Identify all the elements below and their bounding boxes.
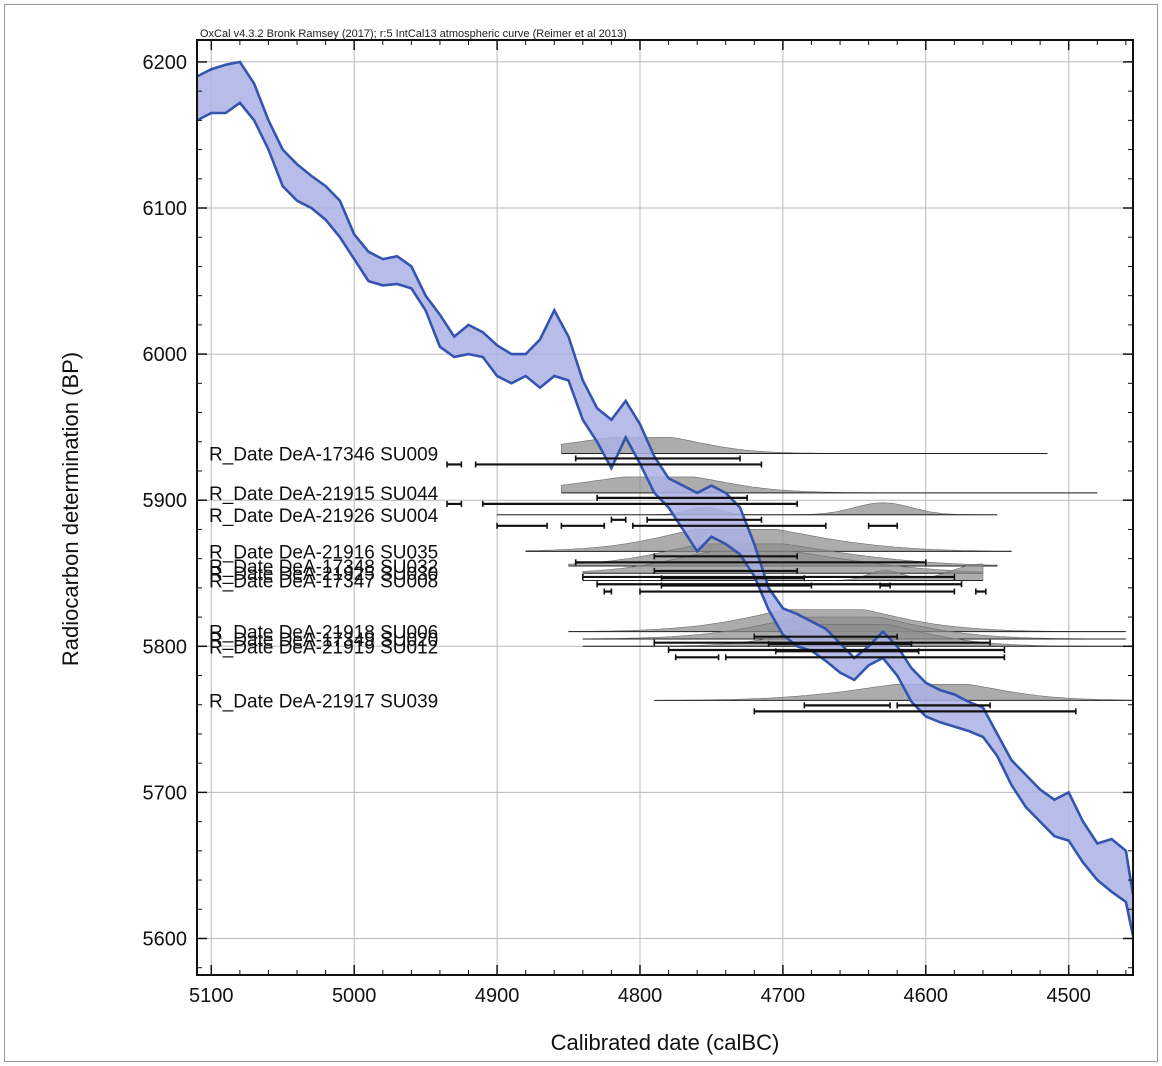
y-tick-label: 6100 [143,198,188,220]
y-tick-label: 6200 [143,52,188,74]
calibration-upper-line [196,60,1135,895]
sample-label: R_Date DeA-17348 SU032 [209,557,438,578]
y-axis-title: Radiocarbon determination (BP) [58,352,83,666]
density-shape [525,529,1012,552]
range-layer [446,455,1077,715]
sample-label: R_Date DeA-21918 SU006 [209,623,438,644]
calibration-lower-line [196,101,1135,936]
sample-label: R_Date DeA-21925 SU030 [209,564,438,585]
y-tick-label: 6000 [143,344,188,366]
axis-layer: 5600 5700 5800 5900 6000 6100 6200 5100 5000 4900… [143,39,1134,1007]
x-tick-label: 4600 [904,985,949,1007]
chart-title: OxCal v4.3.2 Bronk Ramsey (2017); r:5 In… [200,28,627,40]
density-layer [496,437,1134,701]
sample-label: R_Date DeA-21915 SU044 [209,484,439,505]
sample-label: R_Date DeA-21926 SU004 [209,506,439,527]
plot-area [197,40,1133,975]
x-tick-label: 5100 [189,985,234,1007]
sample-label: R_Date DeA-17347 SU008 [209,572,438,593]
x-tick-label: 4700 [761,985,806,1007]
y-tick-label: 5600 [143,928,188,950]
x-tick-label: 4900 [475,985,520,1007]
y-tick-label: 5900 [143,490,188,512]
sample-label: R_Date DeA-21917 SU039 [209,691,438,712]
label-layer: R_Date DeA-17346 SU009 R_Date DeA-21915 S… [209,444,439,712]
y-tick-label: 5700 [143,782,188,804]
sample-label: R_Date DeA-17346 SU009 [209,444,438,465]
x-tick-label: 4500 [1046,985,1091,1007]
grid-layer [197,40,1133,975]
sample-label: R_Date DeA-17349 SU020 [209,630,438,651]
x-axis-title: Calibrated date (calBC) [551,1030,780,1055]
density-shape [653,684,1134,701]
plot-frame [196,39,1134,976]
x-tick-label: 4800 [618,985,663,1007]
y-tick-label: 5800 [143,636,188,658]
sample-label: R_Date DeA-21916 SU035 [209,542,438,563]
x-tick-label: 5000 [332,985,377,1007]
sample-label: R_Date DeA-21919 SU012 [209,637,438,658]
